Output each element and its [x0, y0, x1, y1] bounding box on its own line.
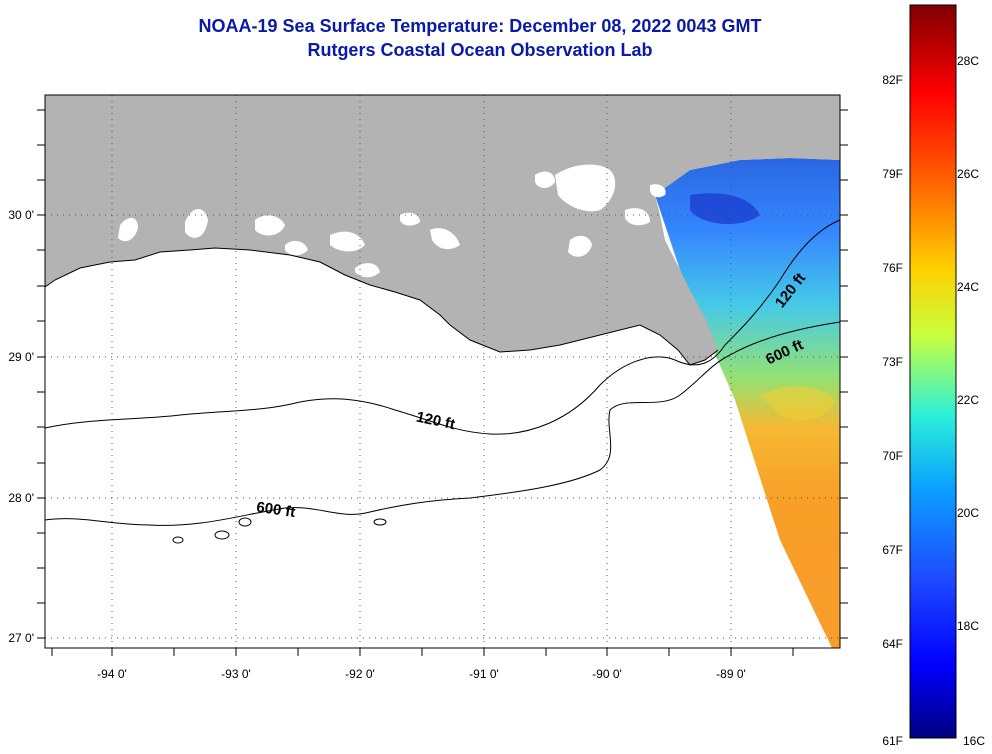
cb-f-label: 61F	[882, 734, 903, 748]
map-title: NOAA-19 Sea Surface Temperature: Decembe…	[120, 14, 840, 62]
cold-patch	[690, 193, 760, 225]
cb-f-label: 82F	[882, 73, 903, 87]
coastline	[44, 247, 719, 366]
lat-label: 27 0'	[8, 631, 34, 645]
cb-c-label: 20C	[957, 506, 979, 520]
cb-f-label: 67F	[882, 543, 903, 557]
sst-swath	[655, 158, 840, 648]
isobath-120ft	[44, 219, 841, 435]
axis-ticks	[37, 109, 848, 656]
lon-label: -94 0'	[97, 667, 127, 681]
cb-f-label: 79F	[882, 167, 903, 181]
isobath-600ft	[44, 321, 841, 526]
longitude-labels: -94 0' -93 0' -92 0' -91 0' -90 0' -89 0…	[97, 667, 746, 681]
cb-c-label: 18C	[957, 619, 979, 633]
inland-water	[118, 164, 666, 278]
colorbar-fahrenheit-labels: 82F 79F 76F 73F 70F 67F 64F 61F	[882, 73, 903, 748]
cb-c-label: 24C	[957, 280, 979, 294]
colorbar-celsius-labels: 28C 26C 24C 22C 20C 18C 16C	[957, 54, 985, 748]
title-line-2: Rutgers Coastal Ocean Observation Lab	[307, 40, 653, 60]
graticule	[45, 95, 840, 648]
isobath-600ft-label: 600 ft	[255, 499, 296, 521]
cb-c-label: 16C	[963, 734, 985, 748]
lon-label: -91 0'	[469, 667, 499, 681]
lon-label: -93 0'	[221, 667, 251, 681]
seamount-contours	[172, 517, 387, 544]
cb-c-label: 28C	[957, 54, 979, 68]
lat-label: 29 0'	[8, 350, 34, 364]
latitude-labels: 30 0' 29 0' 28 0' 27 0'	[8, 208, 34, 645]
lat-label: 28 0'	[8, 491, 34, 505]
cb-f-label: 64F	[882, 637, 903, 651]
cb-f-label: 70F	[882, 449, 903, 463]
lon-label: -89 0'	[716, 667, 746, 681]
warm-patch	[760, 385, 835, 420]
cb-c-label: 26C	[957, 167, 979, 181]
cb-f-label: 76F	[882, 261, 903, 275]
lat-label: 30 0'	[8, 208, 34, 222]
cb-c-label: 22C	[957, 393, 979, 407]
lon-label: -92 0'	[345, 667, 375, 681]
title-line-1: NOAA-19 Sea Surface Temperature: Decembe…	[198, 16, 762, 36]
cb-f-label: 73F	[882, 355, 903, 369]
lon-label: -90 0'	[592, 667, 622, 681]
colorbar	[909, 4, 957, 739]
